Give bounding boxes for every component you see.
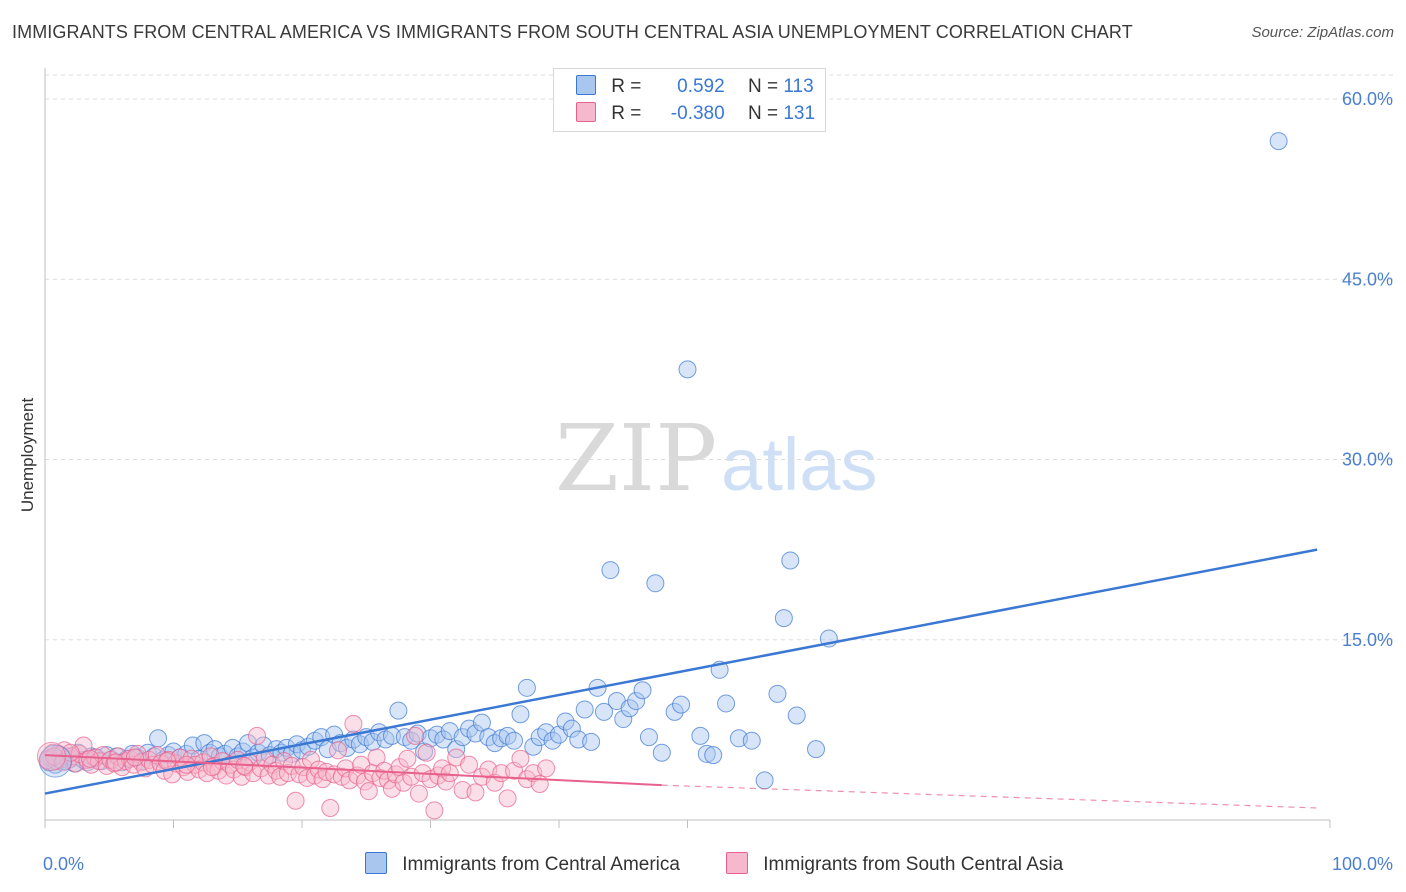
point-central-america [755,771,774,790]
point-central-america [633,681,652,700]
point-central-america [774,609,793,628]
point-south-central-asia [321,798,340,817]
point-south-central-asia [232,767,251,786]
legend-row-central-america: R = 0.592 N = 113 [576,75,814,99]
point-central-america [149,729,168,748]
legend-r-label: R = [611,103,642,124]
point-south-central-asia [336,759,355,778]
legend: R = 0.592 N = 113 R = -0.380 N = 131 [553,68,826,132]
point-central-america [511,705,530,724]
point-central-america [556,712,575,731]
point-central-america [582,732,601,751]
watermark: ZIPatlas [555,405,877,512]
trendline-central-america [44,548,1318,795]
point-central-america [697,744,716,763]
point-south-central-asia [382,779,401,798]
point-south-central-asia [460,755,479,774]
legend-n-label: N = [747,103,779,124]
legend-n-value: 131 [783,103,816,124]
point-central-america [524,737,543,756]
point-south-central-asia [466,783,485,802]
bottom-legend-central-america: Immigrants from Central America [365,852,680,876]
legend-n-value: 113 [783,76,814,97]
point-central-america [562,719,581,738]
watermark-zip: ZIP [555,405,718,512]
point-central-america [652,743,671,762]
point-central-america-cluster [38,744,72,778]
legend-swatch-pink [576,102,596,122]
legend-r-value: 0.592 [677,76,725,97]
legend-swatch-blue [576,75,596,95]
point-central-america [807,740,825,759]
point-south-central-asia [537,759,556,778]
point-central-america [672,695,691,714]
legend-row-south-central-asia: R = -0.380 N = 131 [576,102,815,126]
point-central-america [601,561,620,580]
point-central-america [691,726,710,745]
point-south-central-asia [409,784,428,803]
point-central-america [183,736,202,755]
point-south-central-asia [436,772,455,791]
point-central-america [627,692,646,711]
point-central-america [594,702,613,721]
point-central-america [517,678,536,697]
y-tick-label: 45.0% [1342,269,1393,289]
legend-r-label: R = [611,76,642,97]
point-south-central-asia [106,753,125,772]
point-central-america [717,694,736,713]
point-south-central-asia [125,748,144,767]
watermark-atlas: atlas [721,423,878,506]
point-central-america [787,706,806,725]
point-central-america [768,684,787,703]
point-south-central-asia [248,726,267,745]
point-central-america [195,734,214,753]
point-south-central-asia [367,748,386,767]
point-central-america [1269,132,1288,151]
legend-n-label: N = [747,76,779,97]
point-central-america [639,728,658,747]
point-south-central-asia [80,749,99,768]
bottom-legend-label: Immigrants from Central America [402,854,680,875]
point-central-america [620,699,639,718]
bottom-legend-south-central-asia: Immigrants from South Central Asia [726,852,1063,876]
point-central-america [704,746,723,765]
point-south-central-asia [328,741,347,760]
point-south-central-asia [440,764,459,783]
trendline-south-central-asia [44,754,662,787]
point-south-central-asia [425,801,444,820]
point-south-central-asia [511,749,530,768]
point-south-central-asia [498,789,517,808]
y-tick-label: 60.0% [1342,89,1393,109]
y-tick-label: 15.0% [1342,630,1393,650]
point-south-central-asia [286,791,305,810]
point-south-central-asia [398,749,417,768]
point-central-america [781,551,800,570]
chart-title: IMMIGRANTS FROM CENTRAL AMERICA VS IMMIG… [12,22,1133,42]
point-central-america [665,702,684,721]
point-central-america [678,360,697,379]
point-south-central-asia [197,764,216,783]
point-south-central-asia [344,714,363,733]
point-central-america [614,710,633,729]
point-central-america [505,731,524,750]
point-central-america [742,731,761,750]
point-south-central-asia [485,773,504,792]
trendline-south-central-asia-extension [661,784,1318,809]
bottom-legend-swatch-blue [365,852,387,874]
point-central-america [389,701,408,720]
point-south-central-asia [417,743,436,762]
bottom-legend-label: Immigrants from South Central Asia [763,854,1064,875]
bottom-legend-swatch-pink [726,852,748,874]
point-south-central-asia [406,726,425,745]
y-tick-label: 30.0% [1342,450,1393,470]
source-credit: Source: ZipAtlas.com [1251,24,1394,41]
point-south-central-asia [359,782,378,801]
point-central-america [575,700,594,719]
x-tick-label: 100.0% [1332,854,1393,874]
point-central-america [646,574,665,593]
legend-r-value: -0.380 [670,103,725,124]
x-tick-label: 0.0% [43,854,84,874]
